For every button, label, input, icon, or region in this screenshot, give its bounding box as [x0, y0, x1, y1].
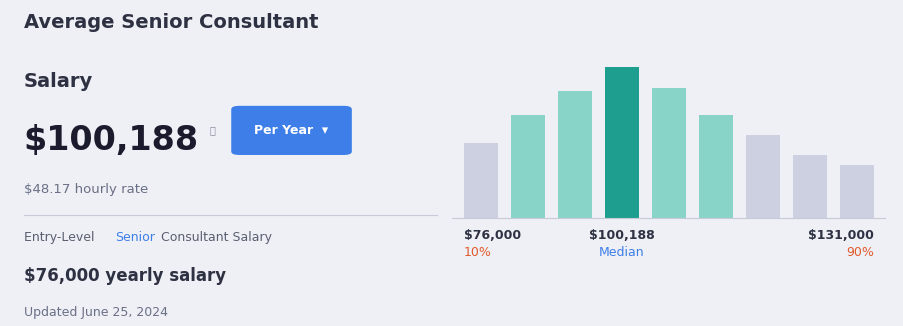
Text: Senior: Senior [115, 231, 155, 244]
Text: 10%: 10% [463, 246, 491, 259]
Text: $100,188: $100,188 [589, 229, 654, 242]
Text: $100,188: $100,188 [23, 124, 199, 157]
Text: Consultant Salary: Consultant Salary [157, 231, 272, 244]
Bar [604, 67, 638, 218]
Bar [840, 165, 873, 218]
Text: $76,000 yearly salary: $76,000 yearly salary [23, 267, 226, 285]
Text: Median: Median [599, 246, 644, 259]
Text: Average Senior Consultant: Average Senior Consultant [23, 13, 318, 32]
Bar [792, 155, 826, 218]
Text: 90%: 90% [845, 246, 873, 259]
Bar [745, 135, 779, 218]
Bar [463, 143, 497, 218]
Bar [698, 115, 732, 218]
Bar [651, 88, 685, 218]
Text: Entry-Level: Entry-Level [23, 231, 98, 244]
Text: $131,000: $131,000 [807, 229, 873, 242]
Text: Per Year  ▾: Per Year ▾ [255, 124, 328, 137]
Bar [557, 91, 591, 218]
Text: $48.17 hourly rate: $48.17 hourly rate [23, 183, 147, 196]
Text: Salary: Salary [23, 72, 93, 91]
Text: Updated June 25, 2024: Updated June 25, 2024 [23, 306, 167, 319]
Text: $76,000: $76,000 [463, 229, 520, 242]
Text: ⓘ: ⓘ [209, 126, 215, 136]
Bar [510, 115, 545, 218]
FancyBboxPatch shape [231, 106, 351, 155]
